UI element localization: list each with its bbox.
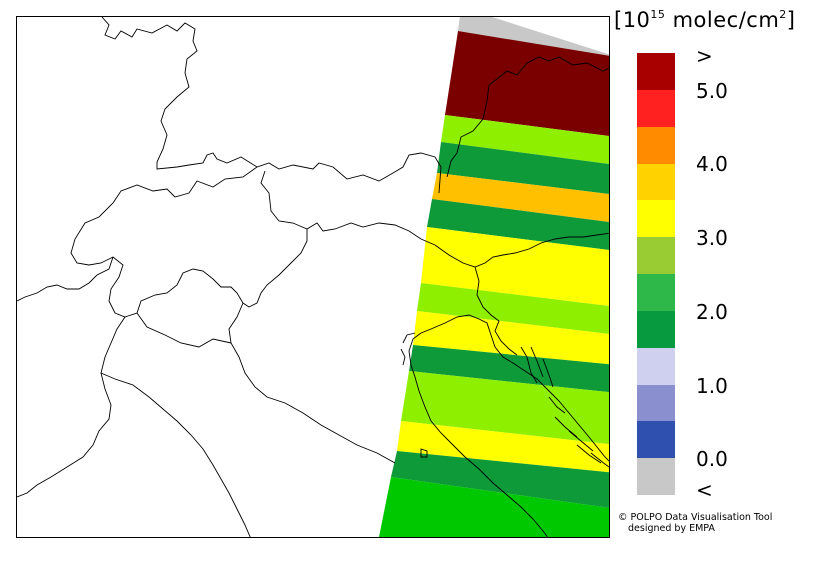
region-border-8 (434, 232, 609, 268)
lake-shape (420, 448, 428, 458)
swath-band (437, 142, 609, 195)
swath-band (421, 227, 609, 307)
coastline-bay (400, 332, 416, 366)
legend-tick-2: 2.0 (696, 300, 728, 324)
region-border-7 (100, 372, 251, 537)
swath-band (441, 115, 609, 164)
legend-tick-below: < (696, 478, 713, 502)
region-border-3 (17, 256, 114, 302)
swath-band (427, 199, 609, 250)
legend-swatch (637, 274, 675, 312)
legend-swatch (637, 384, 675, 422)
region-border-2 (70, 166, 308, 318)
coastline-islands (520, 346, 609, 468)
legend-swatch (637, 200, 675, 238)
swath-band (401, 371, 609, 445)
legend-tick-5: 5.0 (696, 79, 728, 103)
legend-tick-above: > (696, 44, 713, 68)
region-border-9 (474, 266, 518, 356)
legend-swatch (637, 310, 675, 349)
legend-swatch (637, 53, 675, 91)
credit-line-1: © POLPO Data Visualisation Tool (618, 512, 773, 523)
swath-band (397, 421, 609, 473)
legend-tick-4: 4.0 (696, 152, 728, 176)
region-border-1 (260, 170, 436, 246)
legend-tick-1: 1.0 (696, 374, 728, 398)
borders (17, 17, 609, 537)
color-scale-bar (637, 53, 675, 496)
country-border-north (101, 17, 442, 194)
swath-band (458, 17, 609, 56)
swath-band (413, 311, 609, 365)
map-canvas (17, 17, 609, 537)
legend-swatch (637, 421, 675, 459)
swath-band (409, 345, 609, 393)
swath-band (432, 173, 609, 222)
region-border-5 (228, 302, 396, 464)
swath-band (445, 31, 609, 136)
legend-tick-3: 3.0 (696, 226, 728, 250)
country-border-east (446, 56, 609, 178)
coastline-italy-east (408, 338, 549, 537)
legend-swatch (637, 458, 675, 496)
legend-title: [1015 molec/cm2] (614, 8, 796, 32)
swath-band (417, 283, 609, 335)
legend-swatch (637, 126, 675, 164)
satellite-swath (379, 17, 609, 537)
coastline-adriatic-north (412, 314, 609, 462)
credit-line-2: designed by EMPA (628, 523, 715, 534)
legend-swatch (637, 163, 675, 201)
swath-band (391, 451, 609, 508)
swath-band (379, 477, 609, 537)
region-border-4 (17, 316, 126, 498)
legend-swatch (637, 347, 675, 385)
map-panel (16, 16, 610, 538)
credit-text: © POLPO Data Visualisation Tool designed… (618, 512, 772, 534)
legend-tick-0: 0.0 (696, 447, 728, 471)
legend-swatch (637, 237, 675, 275)
region-border-6 (136, 312, 232, 348)
legend-swatch (637, 89, 675, 128)
